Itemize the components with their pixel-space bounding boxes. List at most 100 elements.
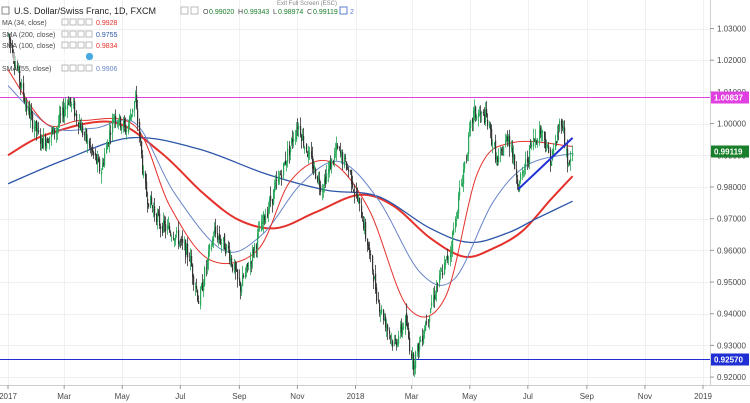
candle-body bbox=[254, 244, 256, 252]
open-label: O bbox=[203, 9, 209, 16]
candle-body bbox=[342, 151, 344, 165]
candle-body bbox=[23, 82, 25, 96]
settings-icon[interactable] bbox=[69, 18, 77, 26]
open-value: 0.99020 bbox=[209, 9, 234, 16]
candle-body bbox=[547, 145, 549, 147]
trendline[interactable] bbox=[517, 137, 574, 190]
candle-body bbox=[251, 261, 253, 264]
eye-icon[interactable] bbox=[61, 64, 69, 72]
candle-body bbox=[367, 238, 369, 246]
candle-body bbox=[112, 118, 114, 133]
candle-body bbox=[436, 285, 438, 294]
symbol-title: U.S. Dollar/Swiss Franc, 1D, FXCM bbox=[14, 6, 156, 16]
candle-body bbox=[220, 239, 222, 244]
candle-body bbox=[400, 325, 402, 334]
candle-body bbox=[551, 162, 553, 166]
indicator-row[interactable]: MA (34, close) 0.9928 bbox=[2, 18, 118, 27]
x-tick-label: Mar bbox=[405, 392, 419, 401]
eye-icon[interactable] bbox=[61, 18, 69, 26]
more-icon[interactable] bbox=[85, 64, 93, 72]
candle-body bbox=[530, 143, 532, 145]
close-icon[interactable] bbox=[77, 18, 85, 26]
eye-icon[interactable] bbox=[61, 30, 69, 38]
series-line-ma-34-close[interactable] bbox=[7, 69, 573, 318]
exit-fullscreen-hint[interactable]: Exit Full Screen (ESC) bbox=[277, 1, 337, 7]
indicator-label: SMA (100, close) bbox=[2, 43, 55, 50]
candle-body bbox=[212, 239, 214, 246]
settings-icon[interactable] bbox=[69, 41, 77, 49]
close-icon[interactable] bbox=[77, 64, 85, 72]
candle-body bbox=[80, 123, 82, 131]
y-tick-label: 0.97000 bbox=[717, 215, 746, 224]
candle-body bbox=[98, 158, 100, 162]
eye-icon[interactable] bbox=[61, 41, 69, 49]
settings-icon[interactable] bbox=[190, 6, 199, 15]
close-icon[interactable] bbox=[77, 30, 85, 38]
candle-body bbox=[18, 67, 20, 71]
close-icon[interactable] bbox=[77, 41, 85, 49]
info-icon[interactable] bbox=[86, 53, 93, 60]
candle-body bbox=[82, 125, 84, 136]
indicator-row[interactable]: SMA (200, close) 0.9755 bbox=[2, 30, 118, 39]
indicators-icon[interactable] bbox=[339, 6, 348, 15]
y-tick-label: 0.95000 bbox=[717, 278, 746, 287]
candle-body bbox=[405, 315, 407, 330]
indicator-row[interactable]: SMA (100, close) 0.9834 bbox=[2, 41, 118, 50]
indicator-row[interactable]: SMA (55, close) 0.9906 bbox=[2, 64, 118, 73]
candle-body bbox=[563, 127, 565, 129]
candle-body bbox=[49, 136, 51, 143]
indicator-row[interactable] bbox=[2, 53, 93, 61]
trendline-group[interactable] bbox=[517, 137, 574, 190]
candle-body bbox=[472, 118, 474, 123]
candle-body bbox=[406, 312, 408, 325]
candle-body bbox=[215, 226, 217, 234]
candle-body bbox=[309, 152, 311, 154]
candle-body bbox=[455, 218, 457, 229]
candle-body bbox=[539, 130, 541, 143]
more-icon[interactable] bbox=[85, 18, 93, 26]
more-icon[interactable] bbox=[85, 41, 93, 49]
candle-body bbox=[389, 330, 391, 334]
candle-body bbox=[414, 365, 416, 370]
candle-body bbox=[304, 147, 306, 149]
candle-body bbox=[279, 176, 281, 180]
candle-body bbox=[102, 162, 104, 170]
candle-body bbox=[184, 243, 186, 245]
candle-body bbox=[315, 169, 317, 179]
candle-body bbox=[231, 258, 233, 266]
series-line-sma-200-close[interactable] bbox=[7, 136, 573, 244]
candle-body bbox=[447, 254, 449, 260]
candle-body bbox=[192, 264, 194, 278]
candle-body bbox=[492, 146, 494, 148]
candle-body bbox=[398, 336, 400, 344]
candle-body bbox=[519, 181, 521, 192]
candle-body bbox=[195, 286, 197, 288]
candle-body bbox=[185, 240, 187, 258]
candle-body bbox=[378, 300, 380, 302]
candle-body bbox=[331, 158, 333, 168]
candle-body bbox=[170, 232, 172, 236]
y-tick-label: 1.02000 bbox=[717, 56, 746, 65]
candle-body bbox=[548, 145, 550, 153]
series-line-sma-100-close[interactable] bbox=[7, 120, 574, 259]
settings-icon[interactable] bbox=[69, 30, 77, 38]
candle-body bbox=[40, 134, 42, 144]
candle-body bbox=[60, 113, 62, 115]
more-icon[interactable] bbox=[85, 30, 93, 38]
candle-body bbox=[153, 209, 155, 211]
candle-body bbox=[285, 160, 287, 164]
settings-icon[interactable] bbox=[69, 64, 77, 72]
candle-body bbox=[353, 190, 355, 192]
candle-body bbox=[356, 191, 358, 193]
candle-body bbox=[120, 117, 122, 128]
candle-body bbox=[396, 341, 398, 346]
candle-body bbox=[451, 249, 453, 254]
candle-body bbox=[252, 248, 254, 262]
eye-icon[interactable] bbox=[180, 6, 189, 15]
candle-body bbox=[28, 106, 30, 112]
candle-body bbox=[542, 130, 544, 133]
collapse-icon[interactable] bbox=[1, 6, 10, 15]
candle-body bbox=[306, 144, 308, 152]
indicator-value: 0.9834 bbox=[96, 43, 118, 50]
